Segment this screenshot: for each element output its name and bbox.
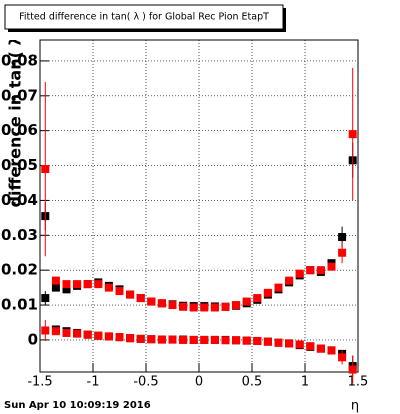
marker xyxy=(210,303,219,312)
marker xyxy=(295,340,304,349)
marker xyxy=(51,327,60,336)
marker xyxy=(274,283,283,292)
marker xyxy=(147,335,156,344)
marker xyxy=(115,333,124,342)
y-tick-label: 0.07 xyxy=(1,86,38,104)
marker xyxy=(327,346,336,355)
marker xyxy=(136,294,145,303)
marker xyxy=(221,336,230,345)
marker xyxy=(189,303,198,312)
marker xyxy=(94,331,103,340)
marker xyxy=(348,130,357,139)
marker xyxy=(189,335,198,344)
marker xyxy=(348,365,357,374)
y-tick-label: 0.08 xyxy=(1,51,38,69)
marker xyxy=(62,328,71,337)
marker xyxy=(179,302,188,311)
marker xyxy=(168,301,177,310)
marker xyxy=(104,283,113,292)
marker xyxy=(73,329,82,338)
marker xyxy=(83,280,92,289)
x-tick-label: 1.5 xyxy=(348,375,369,390)
marker xyxy=(327,262,336,271)
marker xyxy=(338,353,347,362)
marker xyxy=(136,334,145,343)
x-tick-label: -1 xyxy=(87,375,100,390)
marker xyxy=(306,266,315,275)
marker xyxy=(295,269,304,278)
marker xyxy=(285,276,294,285)
title-box xyxy=(4,4,284,30)
marker xyxy=(221,302,230,311)
y-tick-label: 0.06 xyxy=(1,121,38,139)
y-tick-label: 0.03 xyxy=(1,226,38,244)
marker xyxy=(263,288,272,297)
x-tick-label: 0.5 xyxy=(242,375,263,390)
y-tick-label: 0.04 xyxy=(1,191,38,209)
marker xyxy=(338,248,347,257)
marker xyxy=(41,326,50,335)
x-tick-label: -0.5 xyxy=(133,375,158,390)
marker xyxy=(51,276,60,285)
marker xyxy=(306,342,315,351)
marker xyxy=(62,280,71,289)
marker xyxy=(168,335,177,344)
marker xyxy=(242,297,251,306)
marker xyxy=(83,330,92,339)
y-tick-label: 0.05 xyxy=(1,156,38,174)
marker xyxy=(41,165,50,174)
marker xyxy=(104,332,113,341)
marker xyxy=(126,334,135,343)
marker xyxy=(316,344,325,353)
marker xyxy=(232,301,241,310)
marker xyxy=(200,335,209,344)
marker xyxy=(179,335,188,344)
marker xyxy=(157,335,166,344)
marker xyxy=(338,233,347,242)
marker xyxy=(62,285,71,294)
marker xyxy=(157,299,166,308)
marker xyxy=(242,336,251,345)
marker xyxy=(316,266,325,275)
x-axis-label: η xyxy=(351,399,359,414)
x-tick-label: -1.5 xyxy=(27,375,52,390)
marker xyxy=(274,338,283,347)
x-tick-label: 1 xyxy=(301,375,309,390)
marker xyxy=(115,287,124,296)
marker xyxy=(51,283,60,292)
marker xyxy=(147,297,156,306)
marker xyxy=(263,337,272,346)
marker xyxy=(41,294,50,303)
footer: Sun Apr 10 10:09:19 2016 xyxy=(4,400,151,411)
marker xyxy=(126,290,135,299)
marker xyxy=(253,336,262,345)
x-tick-label: 0 xyxy=(195,375,203,390)
chart-title: Fitted difference in tan( λ ) for Global… xyxy=(19,12,269,23)
y-tick-label: 0.02 xyxy=(1,261,38,279)
marker xyxy=(200,303,209,312)
marker xyxy=(94,280,103,289)
marker xyxy=(73,280,82,289)
marker xyxy=(285,339,294,348)
marker xyxy=(210,335,219,344)
marker xyxy=(232,336,241,345)
y-tick-label: 0.01 xyxy=(1,296,38,314)
marker xyxy=(253,294,262,303)
y-tick-label: 0 xyxy=(28,330,38,348)
y-axis-label: difference in tan( λ ) xyxy=(6,23,25,208)
